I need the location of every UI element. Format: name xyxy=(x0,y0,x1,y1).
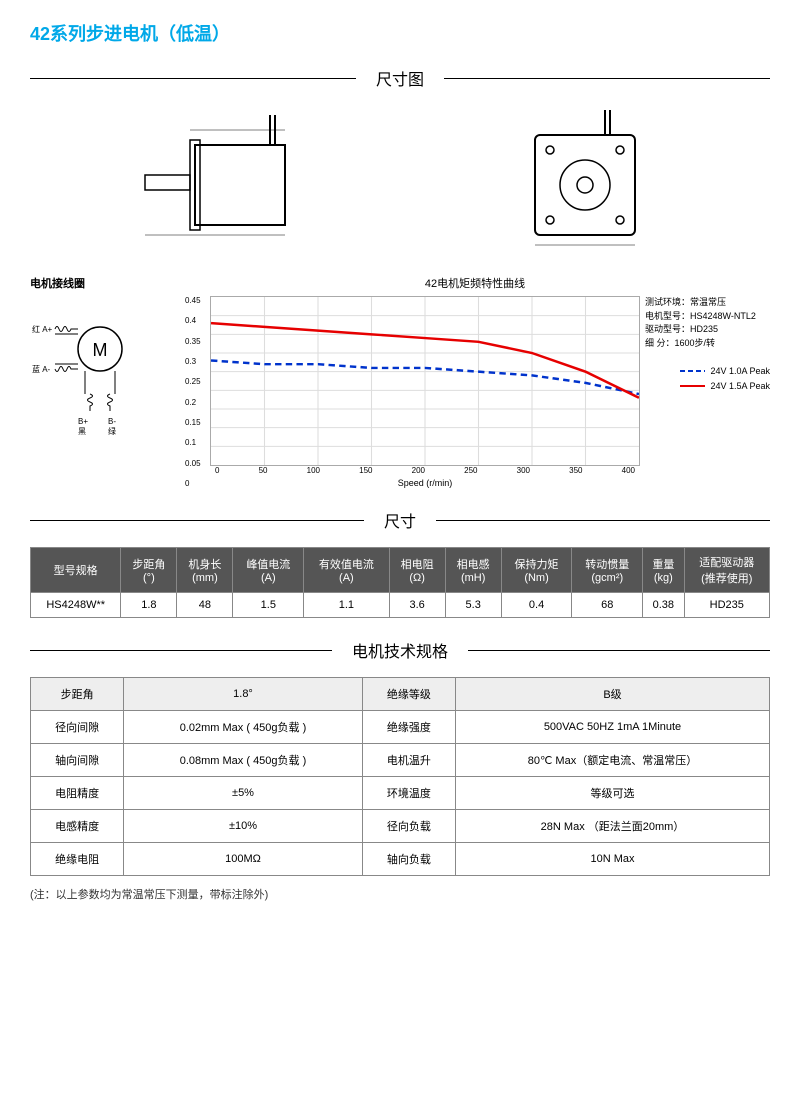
table-header: 机身长(mm) xyxy=(177,548,233,593)
spec-value: 80℃ Max（额定电流、常温常压） xyxy=(456,744,770,777)
table-cell: 1.5 xyxy=(233,593,304,618)
table-cell: 48 xyxy=(177,593,233,618)
size-table: 型号规格步距角(°)机身长(mm)峰值电流(A)有效值电流(A)相电阻(Ω)相电… xyxy=(30,547,770,618)
wiring-title: 电机接线圈 xyxy=(30,275,160,291)
spec-value: 10N Max xyxy=(456,843,770,876)
svg-text:黑: 黑 xyxy=(78,427,86,436)
table-header: 保持力矩(Nm) xyxy=(501,548,572,593)
front-view-drawing xyxy=(505,105,685,255)
size-label: 尺寸 xyxy=(364,508,436,532)
spec-header: 1.8° xyxy=(124,678,363,711)
page-title: 42系列步进电机（低温） xyxy=(30,20,770,46)
spec-label: 环境温度 xyxy=(362,777,455,810)
table-row: 绝缘电阻100MΩ轴向负载10N Max xyxy=(31,843,770,876)
table-cell: 1.8 xyxy=(121,593,177,618)
dimensions-header: 尺寸图 xyxy=(30,66,770,90)
table-cell: HS4248W** xyxy=(31,593,121,618)
spec-label: 绝缘强度 xyxy=(362,711,455,744)
size-header: 尺寸 xyxy=(30,508,770,532)
table-row: 轴向间隙0.08mm Max ( 450g负载 )电机温升80℃ Max（额定电… xyxy=(31,744,770,777)
table-header: 适配驱动器(推荐使用) xyxy=(684,548,769,593)
table-cell: 0.38 xyxy=(643,593,684,618)
x-axis-label: Speed (r/min) xyxy=(210,478,640,488)
wiring-diagram: 电机接线圈 M 红 A+ 蓝 A- B+ 黑 B- 绿 xyxy=(30,275,160,488)
spec-value: 0.02mm Max ( 450g负载 ) xyxy=(124,711,363,744)
svg-text:M: M xyxy=(93,340,108,360)
footnote: (注：以上参数均为常温常压下测量，带标注除外) xyxy=(30,886,770,902)
table-header: 峰值电流(A) xyxy=(233,548,304,593)
dimensions-label: 尺寸图 xyxy=(356,66,444,90)
svg-text:绿: 绿 xyxy=(108,427,116,436)
wire-bp: B+ xyxy=(78,417,88,426)
table-header: 转动惯量(gcm²) xyxy=(572,548,643,593)
spec-value: 100MΩ xyxy=(124,843,363,876)
spec-header: 绝缘等级 xyxy=(362,678,455,711)
table-row: 径向间隙0.02mm Max ( 450g负载 )绝缘强度500VAC 50HZ… xyxy=(31,711,770,744)
spec-value: 等级可选 xyxy=(456,777,770,810)
spec-value: 0.08mm Max ( 450g负载 ) xyxy=(124,744,363,777)
table-header: 相电阻(Ω) xyxy=(389,548,445,593)
table-header: 相电感(mH) xyxy=(445,548,501,593)
spec-label: 轴向间隙 xyxy=(31,744,124,777)
table-cell: HD235 xyxy=(684,593,769,618)
y-axis-ticks: 0.450.40.350.30.250.20.150.10.050 xyxy=(185,296,201,488)
table-row: 电感精度±10%径向负载28N Max （距法兰面20mm） xyxy=(31,810,770,843)
spec-label: 电阻精度 xyxy=(31,777,124,810)
x-axis-ticks: 050100150200250300350400 xyxy=(210,466,640,475)
chart-info: 测试环境：常温常压电机型号：HS4248W-NTL2驱动型号：HD235细 分：… xyxy=(645,296,770,350)
spec-label: 绝缘电阻 xyxy=(31,843,124,876)
spec-value: 28N Max （距法兰面20mm） xyxy=(456,810,770,843)
spec-header: 步距角 xyxy=(31,678,124,711)
spec-value: ±10% xyxy=(124,810,363,843)
chart-plot-area xyxy=(210,296,640,466)
wire-am: 蓝 A- xyxy=(32,364,51,374)
table-cell: 3.6 xyxy=(389,593,445,618)
table-row: 步距角1.8°绝缘等级B级 xyxy=(31,678,770,711)
table-cell: 5.3 xyxy=(445,593,501,618)
specs-header: 电机技术规格 xyxy=(30,638,770,662)
technical-drawings xyxy=(30,105,770,255)
spec-header: B级 xyxy=(456,678,770,711)
spec-value: 500VAC 50HZ 1mA 1Minute xyxy=(456,711,770,744)
spec-label: 轴向负载 xyxy=(362,843,455,876)
chart-title: 42电机矩频特性曲线 xyxy=(180,275,770,291)
table-cell: 0.4 xyxy=(501,593,572,618)
torque-chart: 42电机矩频特性曲线 0.450.40.350.30.250.20.150.10… xyxy=(180,275,770,488)
spec-label: 径向间隙 xyxy=(31,711,124,744)
spec-label: 径向负载 xyxy=(362,810,455,843)
wire-ap: 红 A+ xyxy=(32,324,53,334)
table-header: 重量(kg) xyxy=(643,548,684,593)
chart-legend: 24V 1.0A Peak24V 1.5A Peak xyxy=(680,366,770,396)
specs-label: 电机技术规格 xyxy=(332,638,468,662)
table-header: 步距角(°) xyxy=(121,548,177,593)
table-cell: 68 xyxy=(572,593,643,618)
spec-value: ±5% xyxy=(124,777,363,810)
spec-label: 电感精度 xyxy=(31,810,124,843)
spec-label: 电机温升 xyxy=(362,744,455,777)
table-row: 电阻精度±5%环境温度等级可选 xyxy=(31,777,770,810)
side-view-drawing xyxy=(115,105,335,255)
table-cell: 1.1 xyxy=(304,593,389,618)
table-header: 型号规格 xyxy=(31,548,121,593)
spec-table: 步距角1.8°绝缘等级B级径向间隙0.02mm Max ( 450g负载 )绝缘… xyxy=(30,677,770,876)
table-header: 有效值电流(A) xyxy=(304,548,389,593)
wire-bm: B- xyxy=(108,417,116,426)
